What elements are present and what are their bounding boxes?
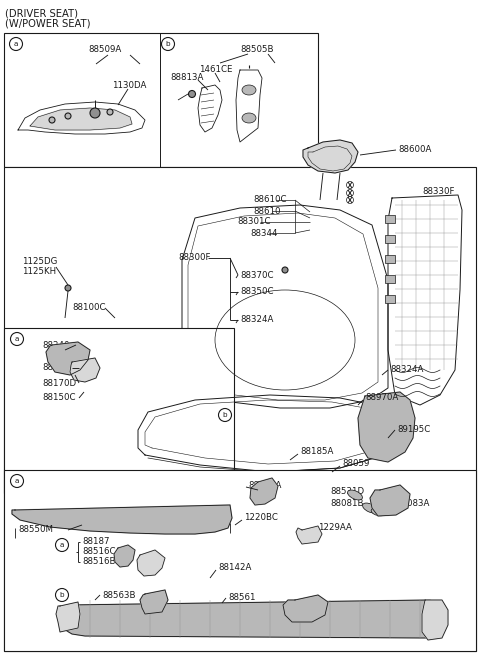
Polygon shape (30, 108, 132, 130)
Bar (4, 470, 476, 651)
Text: 88330F: 88330F (422, 187, 455, 196)
Circle shape (65, 285, 71, 291)
Text: (DRIVER SEAT): (DRIVER SEAT) (5, 8, 78, 18)
Text: 88324A: 88324A (240, 316, 274, 324)
Text: 88970A: 88970A (365, 394, 398, 403)
Text: 88531D: 88531D (330, 487, 364, 496)
Polygon shape (138, 395, 395, 472)
Text: 88550M: 88550M (18, 525, 53, 534)
Circle shape (56, 588, 69, 601)
Text: a: a (15, 336, 19, 342)
Circle shape (11, 474, 24, 487)
Text: b: b (60, 592, 64, 598)
Text: 88509A: 88509A (88, 45, 121, 54)
Text: b: b (166, 41, 170, 47)
Text: a: a (60, 542, 64, 548)
Ellipse shape (371, 508, 385, 516)
Text: a: a (15, 478, 19, 484)
Circle shape (49, 117, 55, 123)
Text: 1130DA: 1130DA (112, 81, 146, 90)
Polygon shape (46, 342, 90, 375)
Text: 88142A: 88142A (218, 563, 252, 572)
Circle shape (189, 90, 195, 98)
Text: 1125DG: 1125DG (22, 257, 58, 267)
Polygon shape (250, 478, 278, 505)
Polygon shape (358, 392, 415, 462)
Text: 88344: 88344 (250, 229, 277, 238)
Text: 88610C: 88610C (253, 195, 287, 204)
Polygon shape (236, 70, 262, 142)
Bar (385, 215, 395, 223)
Text: 88240: 88240 (42, 341, 70, 350)
Circle shape (218, 409, 231, 422)
Text: 88186A: 88186A (42, 364, 75, 373)
Text: 88600A: 88600A (398, 145, 432, 155)
Polygon shape (70, 358, 100, 382)
Polygon shape (388, 195, 462, 405)
Polygon shape (56, 602, 80, 632)
Text: 1229AA: 1229AA (318, 523, 352, 533)
Circle shape (90, 108, 100, 118)
Text: 88813A: 88813A (170, 73, 204, 83)
Bar (4, 328, 234, 493)
Text: b: b (223, 412, 228, 418)
Polygon shape (114, 545, 135, 567)
Text: 88516C: 88516C (82, 548, 116, 557)
Ellipse shape (242, 113, 256, 123)
Circle shape (56, 538, 69, 552)
Bar (385, 295, 395, 303)
Text: 1220BC: 1220BC (244, 514, 278, 523)
Polygon shape (18, 102, 145, 134)
Text: (W/POWER SEAT): (W/POWER SEAT) (5, 19, 91, 29)
Circle shape (11, 333, 24, 345)
Text: 88563B: 88563B (102, 591, 135, 599)
Ellipse shape (242, 85, 256, 95)
Polygon shape (303, 140, 358, 173)
Circle shape (65, 113, 71, 119)
Polygon shape (422, 600, 448, 640)
Text: 88081B: 88081B (330, 498, 363, 508)
Polygon shape (283, 595, 328, 622)
Text: 1125KH: 1125KH (22, 267, 56, 276)
Text: 88324A: 88324A (390, 365, 423, 375)
Text: 89195C: 89195C (397, 426, 430, 434)
Circle shape (10, 37, 23, 50)
Text: 88505B: 88505B (240, 45, 274, 54)
Circle shape (107, 109, 113, 115)
Text: 88610: 88610 (253, 206, 280, 215)
Polygon shape (137, 550, 165, 576)
Text: 88187: 88187 (82, 538, 109, 546)
Bar (385, 275, 395, 283)
Text: 88100C: 88100C (72, 303, 106, 312)
Bar (385, 235, 395, 243)
Text: 88350C: 88350C (240, 288, 274, 297)
Polygon shape (198, 85, 222, 132)
Text: 88370C: 88370C (240, 271, 274, 280)
Text: 88170D: 88170D (42, 379, 76, 388)
Text: 88300F: 88300F (178, 253, 211, 263)
Bar (4, 33, 318, 167)
Polygon shape (182, 205, 388, 408)
Text: 88185A: 88185A (300, 447, 334, 457)
Text: 88521A: 88521A (248, 481, 281, 489)
Polygon shape (12, 505, 232, 534)
Bar (385, 255, 395, 263)
Circle shape (282, 267, 288, 273)
Text: 88059: 88059 (342, 460, 370, 468)
Text: a: a (14, 41, 18, 47)
Text: 88561: 88561 (228, 593, 255, 603)
Polygon shape (140, 590, 168, 614)
Polygon shape (296, 526, 322, 544)
Ellipse shape (348, 490, 362, 500)
Polygon shape (370, 485, 410, 516)
Text: 88150C: 88150C (42, 394, 75, 403)
Text: 88301C: 88301C (237, 217, 271, 227)
Text: 88516B: 88516B (82, 557, 116, 567)
Bar (4, 167, 476, 651)
Text: 88083A: 88083A (396, 500, 430, 508)
Text: 1461CE: 1461CE (199, 66, 232, 75)
Circle shape (161, 37, 175, 50)
Ellipse shape (362, 503, 377, 513)
Polygon shape (60, 600, 445, 638)
